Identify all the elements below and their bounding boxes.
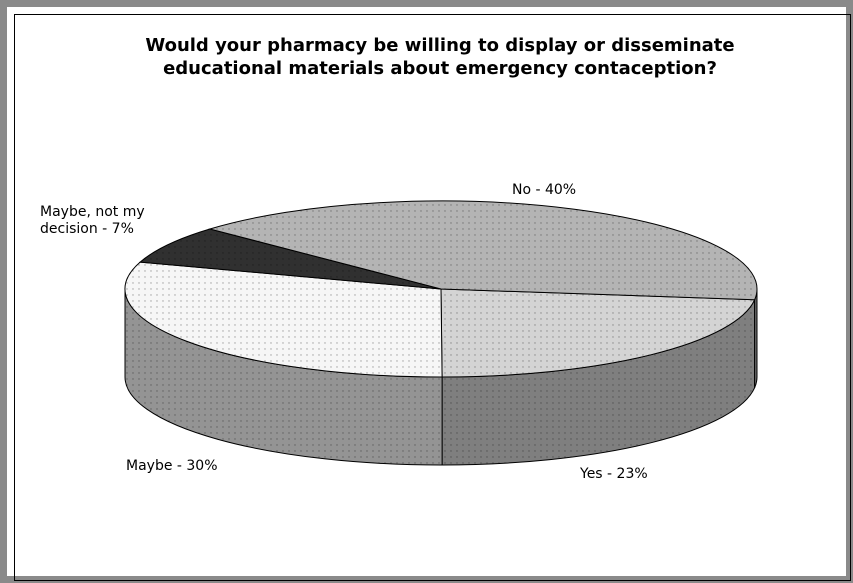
pie-slice-texture: [125, 262, 443, 378]
pie-slice-texture: [209, 200, 757, 300]
slice-label: No - 40%: [512, 182, 577, 198]
slice-label: Maybe, not my decision - 7%: [40, 204, 145, 237]
pie-slice-texture: [441, 289, 755, 377]
pie-side-texture: [125, 289, 443, 466]
plot-border: [14, 14, 851, 581]
pie-slice-texture: [140, 228, 441, 289]
chart-title: Would your pharmacy be willing to displa…: [145, 35, 735, 79]
pie-side-texture: [442, 299, 755, 465]
pie-side-texture: [754, 289, 757, 388]
slice-label: Maybe - 30%: [126, 458, 218, 474]
slice-label: Yes - 23%: [580, 466, 648, 482]
